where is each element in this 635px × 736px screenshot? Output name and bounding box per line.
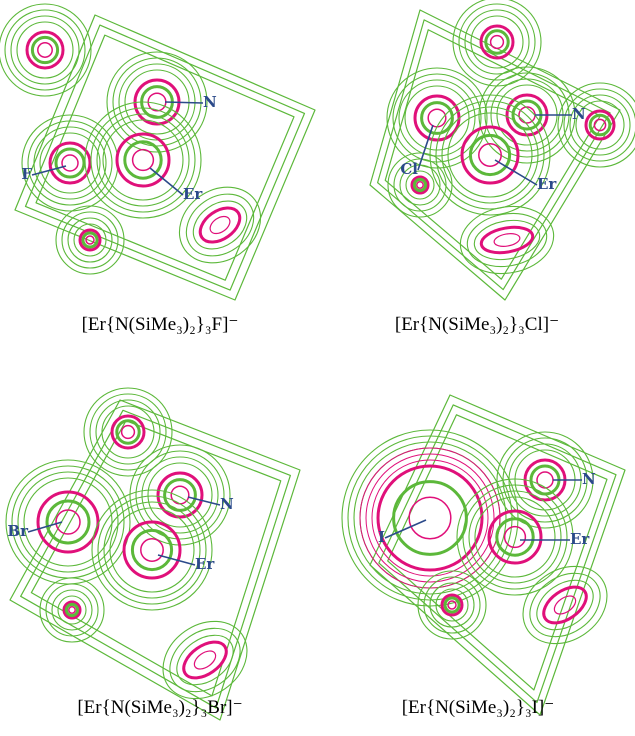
contour-green: [0, 4, 91, 96]
contour-magenta: [69, 607, 75, 613]
contour-green: [130, 445, 230, 545]
contour-outline: [10, 400, 300, 720]
contour-green: [28, 121, 112, 205]
contour-green: [590, 115, 610, 135]
contour-magenta: [38, 43, 52, 57]
contour-green: [471, 16, 523, 68]
contour-magenta: [493, 232, 521, 248]
contour-green: [486, 31, 508, 53]
contour-magenta: [62, 155, 78, 171]
contour-magenta: [194, 201, 246, 249]
contour-green: [348, 436, 512, 600]
contour-green: [12, 466, 124, 578]
contour-magenta: [366, 454, 494, 582]
panel-caption: [Er{N(SiMe₃)₂}₃Br]⁻: [77, 697, 242, 718]
contour-green: [83, 233, 97, 247]
contour-panel: [370, 0, 635, 300]
atom-label: N: [203, 93, 217, 111]
contour-green: [97, 114, 189, 206]
atom-label: I: [378, 528, 385, 546]
atom-label: N: [220, 495, 234, 513]
contour-magenta: [360, 448, 500, 588]
contour-green: [40, 578, 104, 642]
panel-caption: [Er{N(SiMe₃)₂}₃Cl]⁻: [395, 314, 559, 335]
atom-label: F: [21, 165, 32, 183]
contour-green: [96, 400, 160, 464]
contour-green: [470, 135, 509, 174]
contour-green: [56, 206, 124, 274]
contour-green: [98, 496, 206, 604]
contour-green: [469, 491, 561, 583]
contour-green: [424, 577, 480, 633]
contour-panel: [342, 395, 625, 715]
atom-label: N: [572, 105, 586, 123]
contour-magenta: [505, 527, 526, 548]
atom-label: N: [582, 470, 596, 488]
contour-magenta: [448, 601, 456, 609]
contour-magenta: [133, 150, 154, 171]
contour-green: [62, 212, 118, 268]
contour-green: [453, 0, 541, 86]
atom-label: Br: [7, 522, 29, 540]
contour-green: [17, 22, 73, 78]
contour-green: [46, 584, 98, 636]
figure: N F Er [Er{N(SiMe₃)₂}₃F]⁻ N Cl Er [Er{N(SiMe₃)₂…: [0, 0, 635, 736]
contour-green: [422, 103, 453, 134]
contour-magenta: [491, 36, 504, 49]
contour-green: [11, 16, 79, 84]
atom-label: Er: [183, 185, 203, 203]
atom-label: Er: [570, 530, 590, 548]
atom-label: Cl: [400, 160, 418, 178]
contour-magenta: [207, 213, 233, 237]
contour-green: [56, 149, 84, 177]
contour-panel: [6, 388, 300, 720]
contour-green: [84, 388, 172, 476]
contour-panel: [0, 4, 315, 300]
panel-caption: [Er{N(SiMe₃)₂}₃F]⁻: [82, 314, 239, 335]
contour-magenta: [537, 472, 553, 488]
contour-green: [32, 37, 57, 62]
contour-green: [436, 101, 544, 209]
contour-green: [103, 120, 183, 200]
contour-green: [459, 4, 535, 80]
contour-magenta: [122, 426, 135, 439]
contour-magenta: [417, 182, 423, 188]
label-pointer: [165, 102, 203, 103]
contour-green: [394, 482, 467, 555]
contour-green: [104, 502, 200, 598]
contour-green: [418, 571, 486, 639]
contour-magenta: [409, 497, 451, 539]
contour-green: [445, 598, 459, 612]
contour-magenta: [141, 539, 163, 561]
contour-green: [497, 519, 533, 555]
contour-green: [91, 108, 195, 212]
contour-green: [18, 472, 118, 572]
contour-green: [508, 551, 622, 660]
contour-green: [570, 95, 630, 155]
contour-green: [442, 107, 538, 203]
panel-caption: [Er{N(SiMe₃)₂}₃I]⁻: [402, 697, 555, 718]
contour-green: [430, 583, 474, 627]
contour-outline: [31, 421, 280, 696]
contour-green: [34, 127, 106, 199]
atom-label: Er: [195, 555, 215, 573]
contour-green: [393, 74, 481, 162]
contour-green: [102, 406, 154, 458]
contour-green: [136, 451, 224, 539]
contour-magenta: [479, 144, 501, 166]
contour-magenta: [177, 635, 232, 685]
atom-label: Er: [537, 175, 557, 193]
contour-green: [360, 448, 500, 588]
